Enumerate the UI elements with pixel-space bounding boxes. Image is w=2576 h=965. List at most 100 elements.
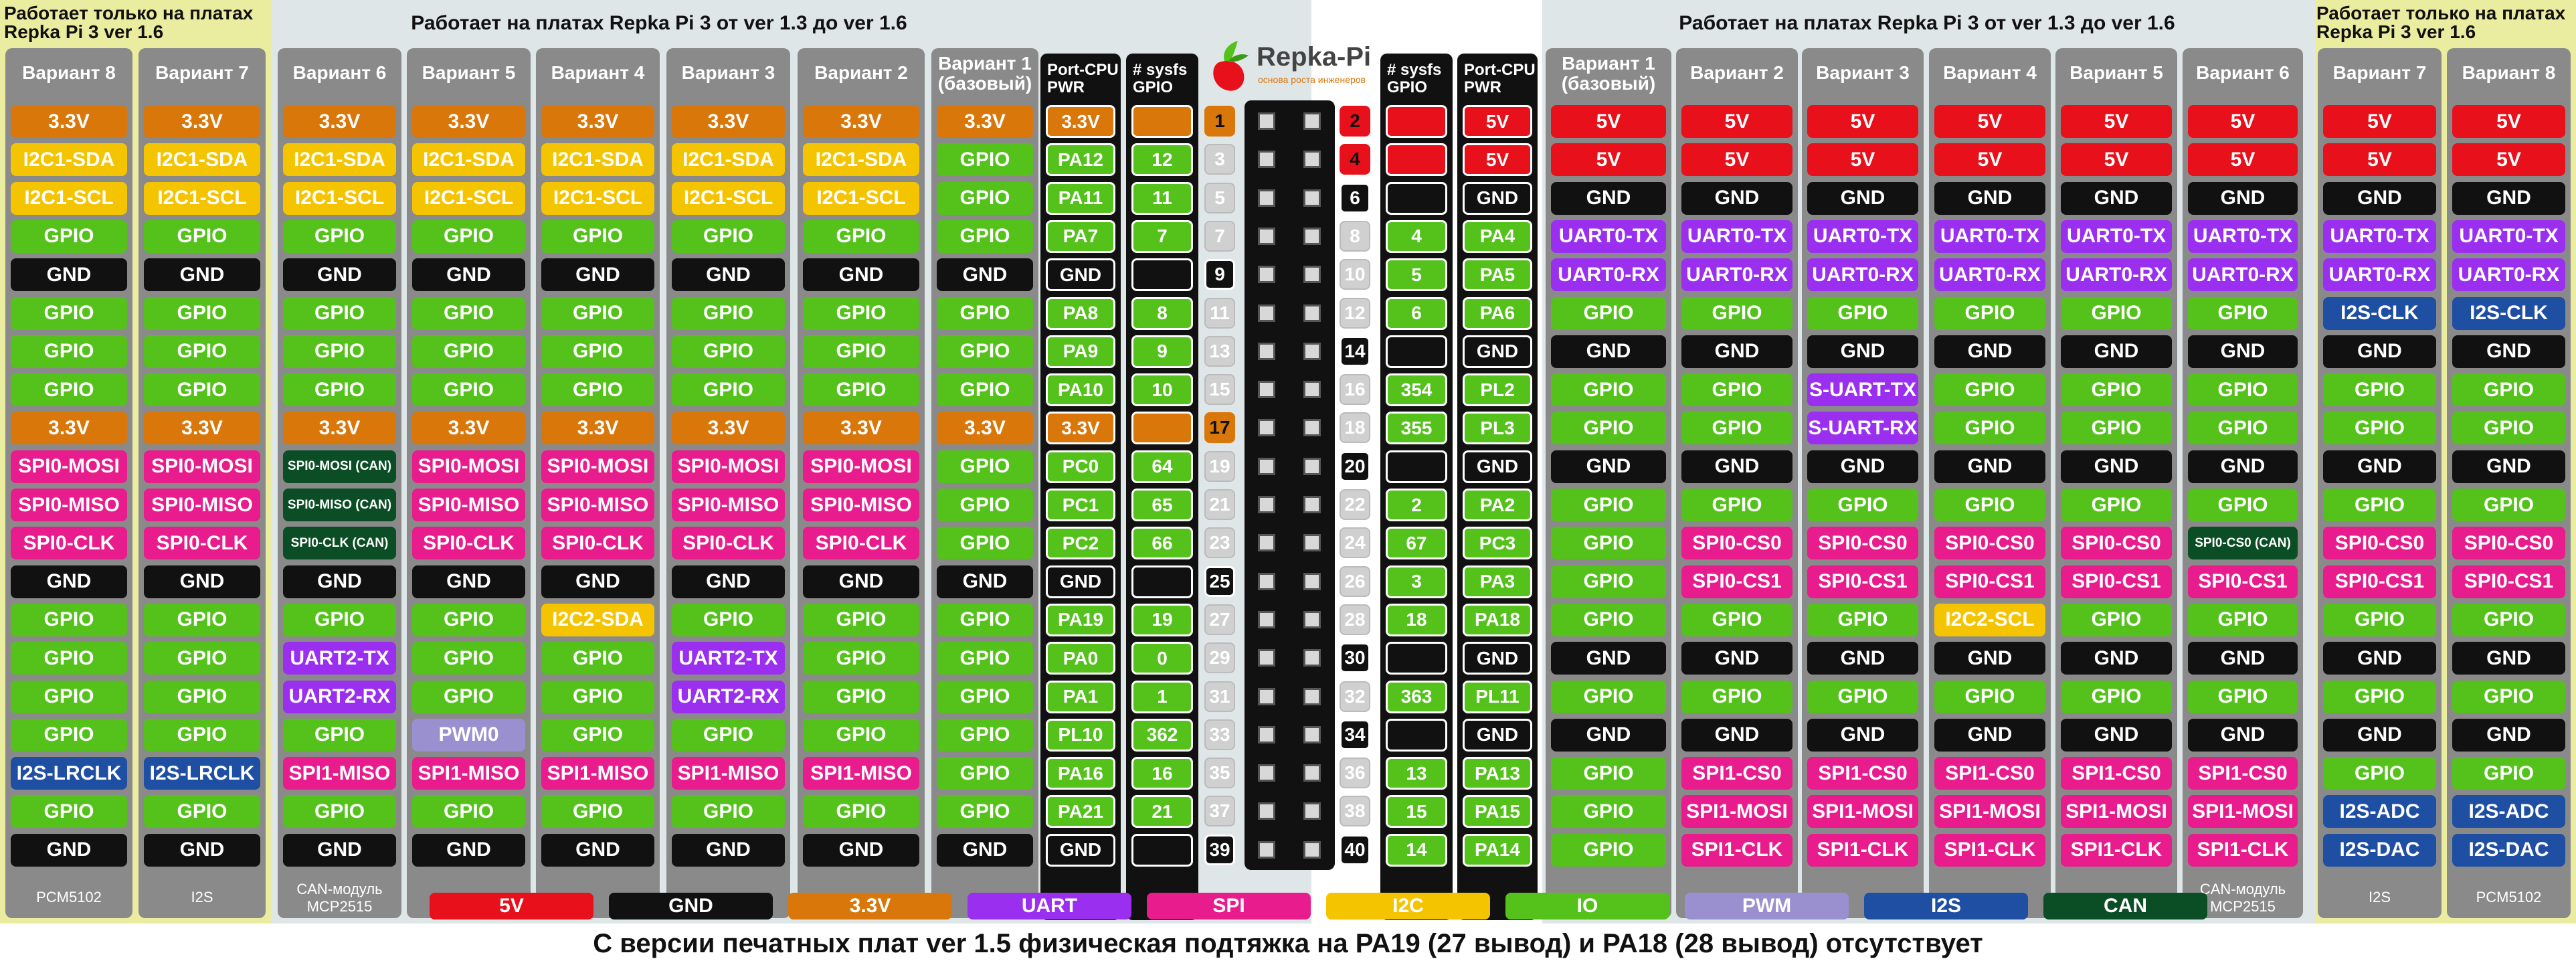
left-pin-cell: GPIO xyxy=(803,335,919,368)
right-pin-cell: UART0-RX xyxy=(2323,258,2436,292)
right-column-header: Вариант 7 xyxy=(2332,62,2427,83)
port-cpu-right-cell: PA2 xyxy=(1463,489,1532,521)
left-pin-cell: I2C1-SCL xyxy=(541,181,654,215)
pin-number-even: 28 xyxy=(1340,604,1370,635)
pin-number-even: 40 xyxy=(1340,834,1370,865)
logo-subtitle: основа роста инженеров xyxy=(1258,74,1366,85)
left-pin-cell: GPIO xyxy=(541,220,654,253)
port-cpu-left-cell: 3.3V xyxy=(1046,105,1115,138)
left-pin-cell: GPIO xyxy=(803,680,919,713)
left-pin-cell: GPIO xyxy=(937,718,1033,752)
footnote: С версии печатных плат ver 1.5 физическа… xyxy=(593,929,1983,958)
left-pin-cell: GPIO xyxy=(937,450,1033,483)
header-pin-hole xyxy=(1258,764,1275,782)
right-pin-cell: 5V xyxy=(2188,105,2298,138)
left-pin-cell: GPIO xyxy=(11,718,127,752)
right-column-header: Вариант 6 xyxy=(2196,62,2290,83)
sysfs-left-cell: 0 xyxy=(1131,642,1193,675)
left-pin-cell: GPIO xyxy=(11,335,127,368)
left-pin-cell: GPIO xyxy=(803,642,919,675)
right-pin-cell: GPIO xyxy=(2323,489,2436,521)
pin-number-even: 36 xyxy=(1340,758,1370,789)
right-column-header: Вариант 5 xyxy=(2069,62,2163,83)
sysfs-left-cell: 362 xyxy=(1131,718,1193,752)
sysfs-right-cell xyxy=(1386,335,1447,368)
left-pin-cell: GND xyxy=(803,833,919,867)
port-cpu-left-cell: PA12 xyxy=(1046,143,1115,177)
header-pin-hole xyxy=(1303,496,1321,513)
left-column: Вариант 2 3.3V I2C1-SDA I2C1-SCL GPIO GND GPIO… xyxy=(798,48,925,918)
port-cpu-left-header: Port-CPU PWR xyxy=(1047,61,1119,96)
left-pin-cell: SPI0-MISO (CAN) xyxy=(283,489,396,521)
right-pin-cell: GND xyxy=(2452,642,2565,675)
left-pin-cell: I2C1-SDA xyxy=(11,143,127,177)
right-pin-cell: GPIO xyxy=(1681,373,1792,407)
left-pin-cell: GPIO xyxy=(672,296,785,330)
pin-number-odd: 11 xyxy=(1204,297,1235,329)
left-pin-cell: I2C1-SDA xyxy=(283,143,396,177)
left-pin-cell: SPI0-MISO xyxy=(803,489,919,521)
right-column-header: Вариант 2 xyxy=(1690,62,1784,83)
right-pin-cell: GPIO xyxy=(1681,603,1792,636)
port-cpu-right-cell: GND xyxy=(1463,718,1532,752)
port-cpu-left-cell: PA19 xyxy=(1046,603,1115,636)
header-pin-hole xyxy=(1303,266,1321,284)
left-pin-cell: GPIO xyxy=(283,220,396,253)
right-pin-cell: GPIO xyxy=(1681,412,1792,445)
left-pin-cell: GND xyxy=(541,565,654,598)
left-pin-cell: GPIO xyxy=(541,296,654,330)
sysfs-right-cell: 67 xyxy=(1386,527,1447,560)
port-cpu-left-cell: PA0 xyxy=(1046,642,1115,675)
left-pin-cell: GPIO xyxy=(412,296,525,330)
right-pin-cell: S-UART-RX xyxy=(1807,412,1918,445)
port-cpu-right-cell: GND xyxy=(1463,181,1532,215)
left-pin-cell: I2C1-SDA xyxy=(541,143,654,177)
left-pin-cell: SPI1-MISO xyxy=(412,757,525,790)
left-pin-cell: GPIO xyxy=(283,795,396,828)
right-pin-cell: GND xyxy=(1551,642,1666,675)
left-pin-cell: SPI0-MISO xyxy=(144,489,260,521)
sysfs-right-cell xyxy=(1386,143,1447,177)
port-cpu-right-cell: GND xyxy=(1463,335,1532,368)
left-pin-cell: 3.3V xyxy=(803,412,919,445)
legend-can: CAN xyxy=(2043,893,2207,919)
left-pin-cell: 3.3V xyxy=(412,412,525,445)
right-pin-cell: I2C2-SCL xyxy=(1934,603,2045,636)
right-pin-cell: SPI0-CS0 xyxy=(2061,527,2172,560)
left-pin-cell: GPIO xyxy=(11,296,127,330)
right-pin-cell: GND xyxy=(2188,718,2298,752)
right-pin-cell: SPI0-CS0 xyxy=(1934,527,2045,560)
pin-number-odd: 19 xyxy=(1204,450,1235,482)
right-pin-cell: GPIO xyxy=(2452,412,2565,445)
sysfs-left-cell: 9 xyxy=(1131,335,1193,368)
left-pin-cell: GPIO xyxy=(541,795,654,828)
right-pin-cell: GND xyxy=(2061,718,2172,752)
pin-number-even: 6 xyxy=(1340,182,1370,213)
left-pin-cell: GPIO xyxy=(672,718,785,752)
left-pin-cell: GPIO xyxy=(672,220,785,253)
left-pin-cell: SPI0-MOSI (CAN) xyxy=(283,450,396,483)
port-cpu-left-cell: PA21 xyxy=(1046,795,1115,828)
right-pin-cell: GPIO xyxy=(2323,757,2436,790)
header-pin-hole xyxy=(1303,572,1321,590)
sysfs-left-cell: 16 xyxy=(1131,757,1193,790)
left-pin-cell: GPIO xyxy=(937,220,1033,253)
right-pin-cell: GPIO xyxy=(1807,489,1918,521)
legend-spi: SPI xyxy=(1147,893,1311,919)
port-cpu-right-cell: PA15 xyxy=(1463,795,1532,828)
left-pin-cell: GPIO xyxy=(11,795,127,828)
left-pin-cell: GPIO xyxy=(412,795,525,828)
right-column: Вариант 3 5V 5V GND UART0-TX UART0-RX GPIO GND S… xyxy=(1802,48,1924,918)
right-pin-cell: GND xyxy=(1807,642,1918,675)
left-pin-cell: I2C1-SDA xyxy=(672,143,785,177)
right-pin-cell: UART0-RX xyxy=(1551,258,1666,292)
right-pin-cell: UART0-RX xyxy=(1807,258,1918,292)
left-pin-cell: GPIO xyxy=(803,603,919,636)
right-pin-cell: SPI0-CS1 xyxy=(1934,565,2045,598)
left-pin-cell: 3.3V xyxy=(803,105,919,138)
right-pin-cell: 5V xyxy=(2061,143,2172,177)
port-cpu-right-cell: PL2 xyxy=(1463,373,1532,407)
right-pin-cell: GPIO xyxy=(2323,680,2436,713)
right-pin-cell: GPIO xyxy=(1934,373,2045,407)
left-pin-cell: SPI0-MISO xyxy=(541,489,654,521)
